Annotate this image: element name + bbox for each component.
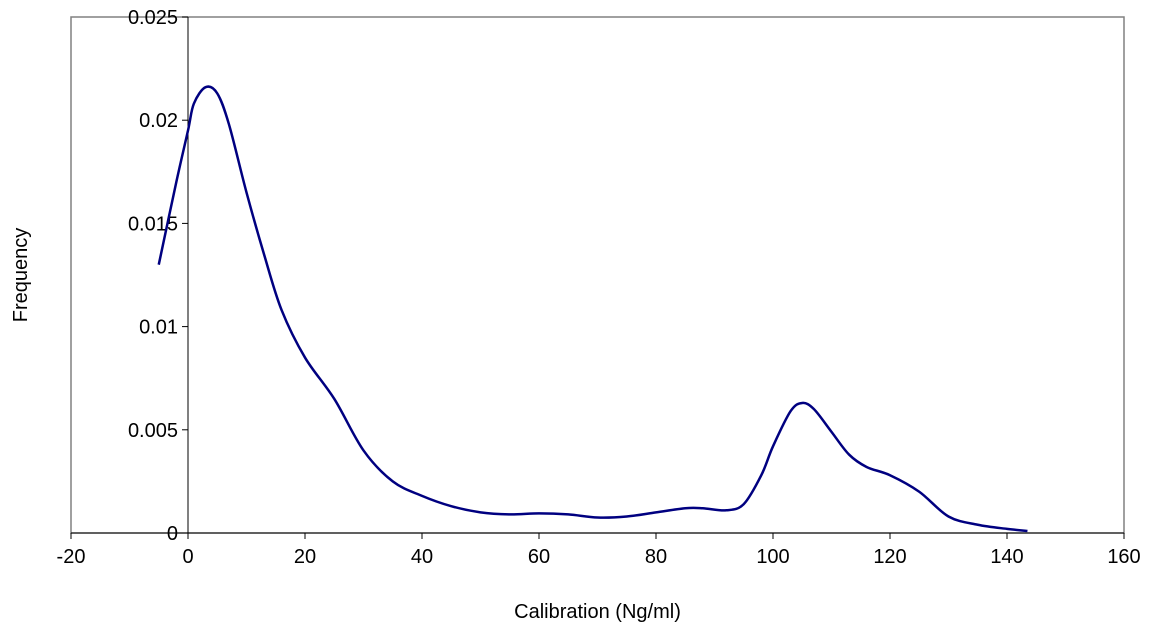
x-tick-label: 40 — [411, 546, 433, 568]
x-tick-label: 0 — [182, 546, 193, 568]
y-tick-label: 0.015 — [128, 213, 178, 235]
x-axis-title: Calibration (Ng/ml) — [514, 601, 681, 623]
y-tick-label: 0.02 — [139, 110, 178, 132]
y-tick-label: 0.005 — [128, 420, 178, 442]
y-tick-label: 0 — [167, 523, 178, 545]
x-tick-label: 20 — [294, 546, 316, 568]
series-line — [157, 85, 1028, 533]
y-tick-label: 0.025 — [128, 7, 178, 29]
series-layer — [157, 85, 1028, 533]
x-tick-label: 140 — [990, 546, 1023, 568]
x-ticks: -20 0 20 40 60 80 100 120 140 160 — [57, 533, 1141, 568]
x-tick-label: 80 — [645, 546, 667, 568]
x-tick-label: 100 — [756, 546, 789, 568]
plot-area-frame — [70, 16, 1125, 534]
y-axis-title: Frequency — [10, 228, 32, 323]
x-tick-label: -20 — [57, 546, 86, 568]
y-tick-label: 0.01 — [139, 317, 178, 339]
y-ticks: 0 0.005 0.01 0.015 0.02 0.025 — [128, 7, 188, 545]
x-tick-label: 160 — [1107, 546, 1140, 568]
x-tick-label: 120 — [873, 546, 906, 568]
x-tick-label: 60 — [528, 546, 550, 568]
